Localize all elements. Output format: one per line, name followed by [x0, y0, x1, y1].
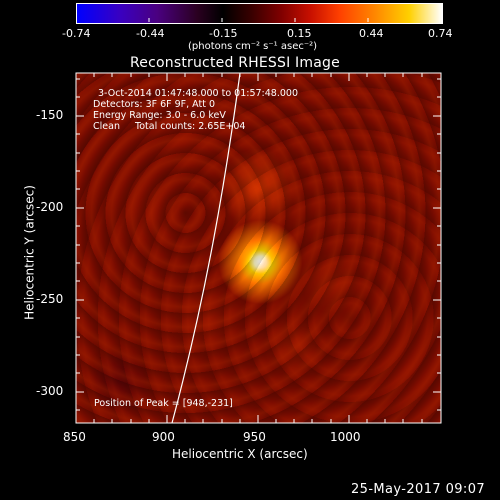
- y-tick-label: -300: [36, 384, 64, 398]
- plot-title: Reconstructed RHESSI Image: [130, 55, 340, 71]
- x-tick-label: 850: [63, 430, 86, 444]
- colorbar-tick-label: -0.74: [62, 27, 91, 40]
- y-tick-label: -250: [36, 292, 64, 306]
- rhessi-image: [76, 73, 441, 423]
- info-energy-range: Energy Range: 3.0 - 6.0 keV: [93, 110, 226, 121]
- colorbar: [76, 3, 443, 24]
- y-tick-label: -150: [36, 108, 64, 122]
- image-texture: [76, 73, 441, 423]
- x-tick-label: 950: [243, 430, 266, 444]
- colorbar-units-label: (photons cm⁻² s⁻¹ asec⁻²): [188, 41, 318, 52]
- footer-date: 25-May-2017 09:07: [351, 482, 486, 497]
- colorbar-tick-label: 0.15: [287, 27, 312, 40]
- info-total-counts: Clean Total counts: 2.65E+04: [93, 121, 246, 132]
- info-detectors: Detectors: 3F 6F 9F, Att 0: [93, 99, 216, 110]
- info-observation-time: 3-Oct-2014 01:47:48.000 to 01:57:48.000: [98, 88, 299, 99]
- colorbar-tick-label: -0.44: [136, 27, 165, 40]
- colorbar-tick-label: 0.44: [359, 27, 384, 40]
- colorbar-tick-label: -0.15: [209, 27, 238, 40]
- y-tick-label: -200: [36, 200, 64, 214]
- solar-limb-line: [171, 72, 241, 424]
- colorbar-tick-label: 0.74: [428, 27, 453, 40]
- peak-position-label: Position of Peak = [948,-231]: [94, 398, 233, 409]
- x-axis-label: Heliocentric X (arcsec): [172, 447, 308, 461]
- x-tick-label: 900: [152, 430, 175, 444]
- y-axis-label: Heliocentric Y (arcsec): [22, 185, 37, 320]
- colorbar-ticks: [148, 18, 369, 22]
- x-tick-label: 1000: [330, 430, 361, 444]
